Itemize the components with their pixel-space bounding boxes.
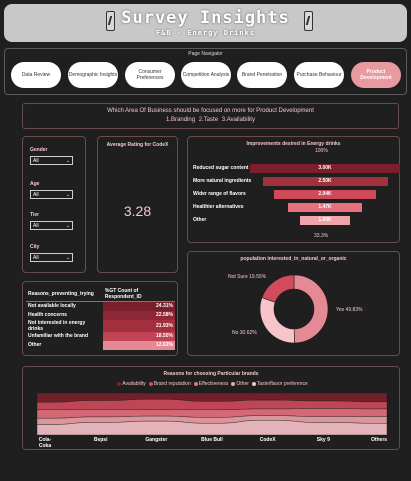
brand-axis-label: Bepsi: [89, 437, 113, 443]
reason-label-cell: Unfamiliar with the brand: [26, 332, 103, 341]
nav-brand-penetration-button[interactable]: Brand Penetration: [237, 62, 287, 88]
funnel-row: Wider range of flavors 2.04K: [188, 190, 399, 199]
donut-slice[interactable]: [294, 275, 328, 343]
average-rating-card: Average Rating for CodeX 3.28: [97, 136, 178, 273]
table-header-reason[interactable]: Reasons_preventing_trying: [26, 287, 103, 302]
donut-label-not-sure: Not Sure 19.55%: [228, 274, 266, 280]
funnel-row: Healthier alternatives 1.47K: [188, 203, 399, 212]
reason-label-cell: Not available locally: [26, 302, 103, 311]
table-header-percent[interactable]: %GT Count of Respondent_ID: [103, 287, 175, 302]
energy-can-icon: [106, 11, 115, 31]
nav-consumer-preferences-button[interactable]: Consumer Preferences: [125, 62, 175, 88]
page-navigator: Page Navigator Data Review Demographic I…: [4, 48, 407, 95]
energy-can-icon: [304, 11, 313, 31]
nav-product-development-button[interactable]: Product Development: [351, 62, 401, 88]
report-header: Survey Insights F&B - Energy Drinks: [4, 4, 407, 42]
funnel-top-percent: 100%: [315, 148, 328, 154]
nav-demographic-insights-button[interactable]: Demographic Insights: [68, 62, 118, 88]
gender-filter-select[interactable]: All ⌄: [30, 156, 73, 165]
reason-percent-cell: 24.31%: [103, 302, 175, 311]
tier-filter-select[interactable]: All ⌄: [30, 221, 73, 230]
filters-panel: Gender All ⌄ Age All ⌄ Tier All ⌄ City All ⌄: [22, 136, 86, 273]
age-filter-label: Age: [30, 181, 39, 187]
donut-label-yes: Yes 49.83%: [336, 307, 363, 313]
reason-percent-cell: 18.55%: [103, 332, 175, 341]
brand-axis-label: Sky 9: [311, 437, 335, 443]
brand-reasons-ribbon-chart: Reasons for choosing Particular brands A…: [22, 366, 400, 450]
donut-slice[interactable]: [262, 275, 294, 302]
reason-percent-cell: 21.93%: [103, 320, 175, 332]
city-filter-label: City: [30, 244, 39, 250]
funnel-bar[interactable]: 1.00K: [300, 216, 350, 225]
nav-competition-analysis-button[interactable]: Competition Analysis: [181, 62, 231, 88]
average-rating-title: Average Rating for CodeX: [98, 142, 177, 148]
focus-question-text: Which Area Of Business should be focused…: [23, 108, 398, 114]
brand-axis-label: Others: [367, 437, 391, 443]
reasons-preventing-table: Reasons_preventing_trying %GT Count of R…: [26, 287, 175, 350]
gender-filter-label: Gender: [30, 147, 48, 153]
reason-percent-cell: 12.63%: [103, 341, 175, 350]
city-filter-select[interactable]: All ⌄: [30, 253, 73, 262]
funnel-bar[interactable]: 2.04K: [274, 190, 376, 199]
tier-filter-value: All: [33, 223, 39, 229]
table-row[interactable]: Other 12.63%: [26, 341, 175, 350]
table-header-row: Reasons_preventing_trying %GT Count of R…: [26, 287, 175, 302]
funnel-row: Reduced sugar content 3.00K: [188, 164, 399, 173]
reason-percent-cell: 22.58%: [103, 311, 175, 320]
table-row[interactable]: Not available locally 24.31%: [26, 302, 175, 311]
brand-axis-label: CodeX: [256, 437, 280, 443]
age-filter-select[interactable]: All ⌄: [30, 190, 73, 199]
funnel-label: Healthier alternatives: [193, 203, 244, 212]
natural-organic-donut-chart: population interested_in_natural_or_orga…: [187, 251, 400, 356]
funnel-label: Reduced sugar content: [193, 164, 249, 173]
brand-axis-label: Gangster: [144, 437, 168, 443]
donut-svg: [188, 252, 401, 357]
page-subtitle: F&B - Energy Drinks: [4, 29, 407, 37]
focus-answer-text: 1.Branding 2.Taste 3.Availability: [23, 117, 398, 123]
nav-data-review-button[interactable]: Data Review: [11, 62, 61, 88]
age-filter-value: All: [33, 192, 39, 198]
table-row[interactable]: Health concerns 22.58%: [26, 311, 175, 320]
page-title: Survey Insights: [4, 4, 407, 28]
funnel-label: Other: [193, 216, 206, 225]
funnel-bar[interactable]: 1.47K: [288, 203, 362, 212]
brand-axis-label: Cola-Coka: [33, 437, 57, 449]
city-filter-value: All: [33, 255, 39, 261]
tier-filter-label: Tier: [30, 212, 39, 218]
funnel-bar[interactable]: 2.50K: [263, 177, 388, 186]
chevron-down-icon: ⌄: [66, 157, 70, 165]
improvements-funnel-chart: Improvements desired in Energy drinks 10…: [187, 136, 400, 243]
donut-label-no: No 30.62%: [232, 330, 257, 336]
funnel-row: Other 1.00K: [188, 216, 399, 225]
gender-filter-value: All: [33, 158, 39, 164]
nav-purchase-behaviour-button[interactable]: Purchase Behaviour: [294, 62, 344, 88]
funnel-label: More natural ingredients: [193, 177, 251, 186]
average-rating-value: 3.28: [98, 203, 177, 219]
improvements-chart-title: Improvements desired in Energy drinks: [188, 141, 399, 147]
funnel-bar[interactable]: 3.00K: [250, 164, 400, 173]
funnel-row: More natural ingredients 2.50K: [188, 177, 399, 186]
donut-slice[interactable]: [260, 298, 294, 343]
reason-label-cell: Other: [26, 341, 103, 350]
page-navigator-title: Page Navigator: [5, 51, 406, 57]
funnel-label: Wider range of flavors: [193, 190, 246, 199]
reason-label-cell: Health concerns: [26, 311, 103, 320]
focus-question-card: Which Area Of Business should be focused…: [22, 103, 399, 129]
brand-axis-label: Blue Bull: [200, 437, 224, 443]
chevron-down-icon: ⌄: [66, 254, 70, 262]
table-row[interactable]: Not interested in energy drinks 21.93%: [26, 320, 175, 332]
reasons-preventing-table-card: Reasons_preventing_trying %GT Count of R…: [22, 281, 178, 356]
reason-label-cell: Not interested in energy drinks: [26, 320, 103, 332]
table-row[interactable]: Unfamiliar with the brand 18.55%: [26, 332, 175, 341]
chevron-down-icon: ⌄: [66, 222, 70, 230]
chevron-down-icon: ⌄: [66, 191, 70, 199]
funnel-bottom-percent: 33.3%: [314, 233, 328, 239]
